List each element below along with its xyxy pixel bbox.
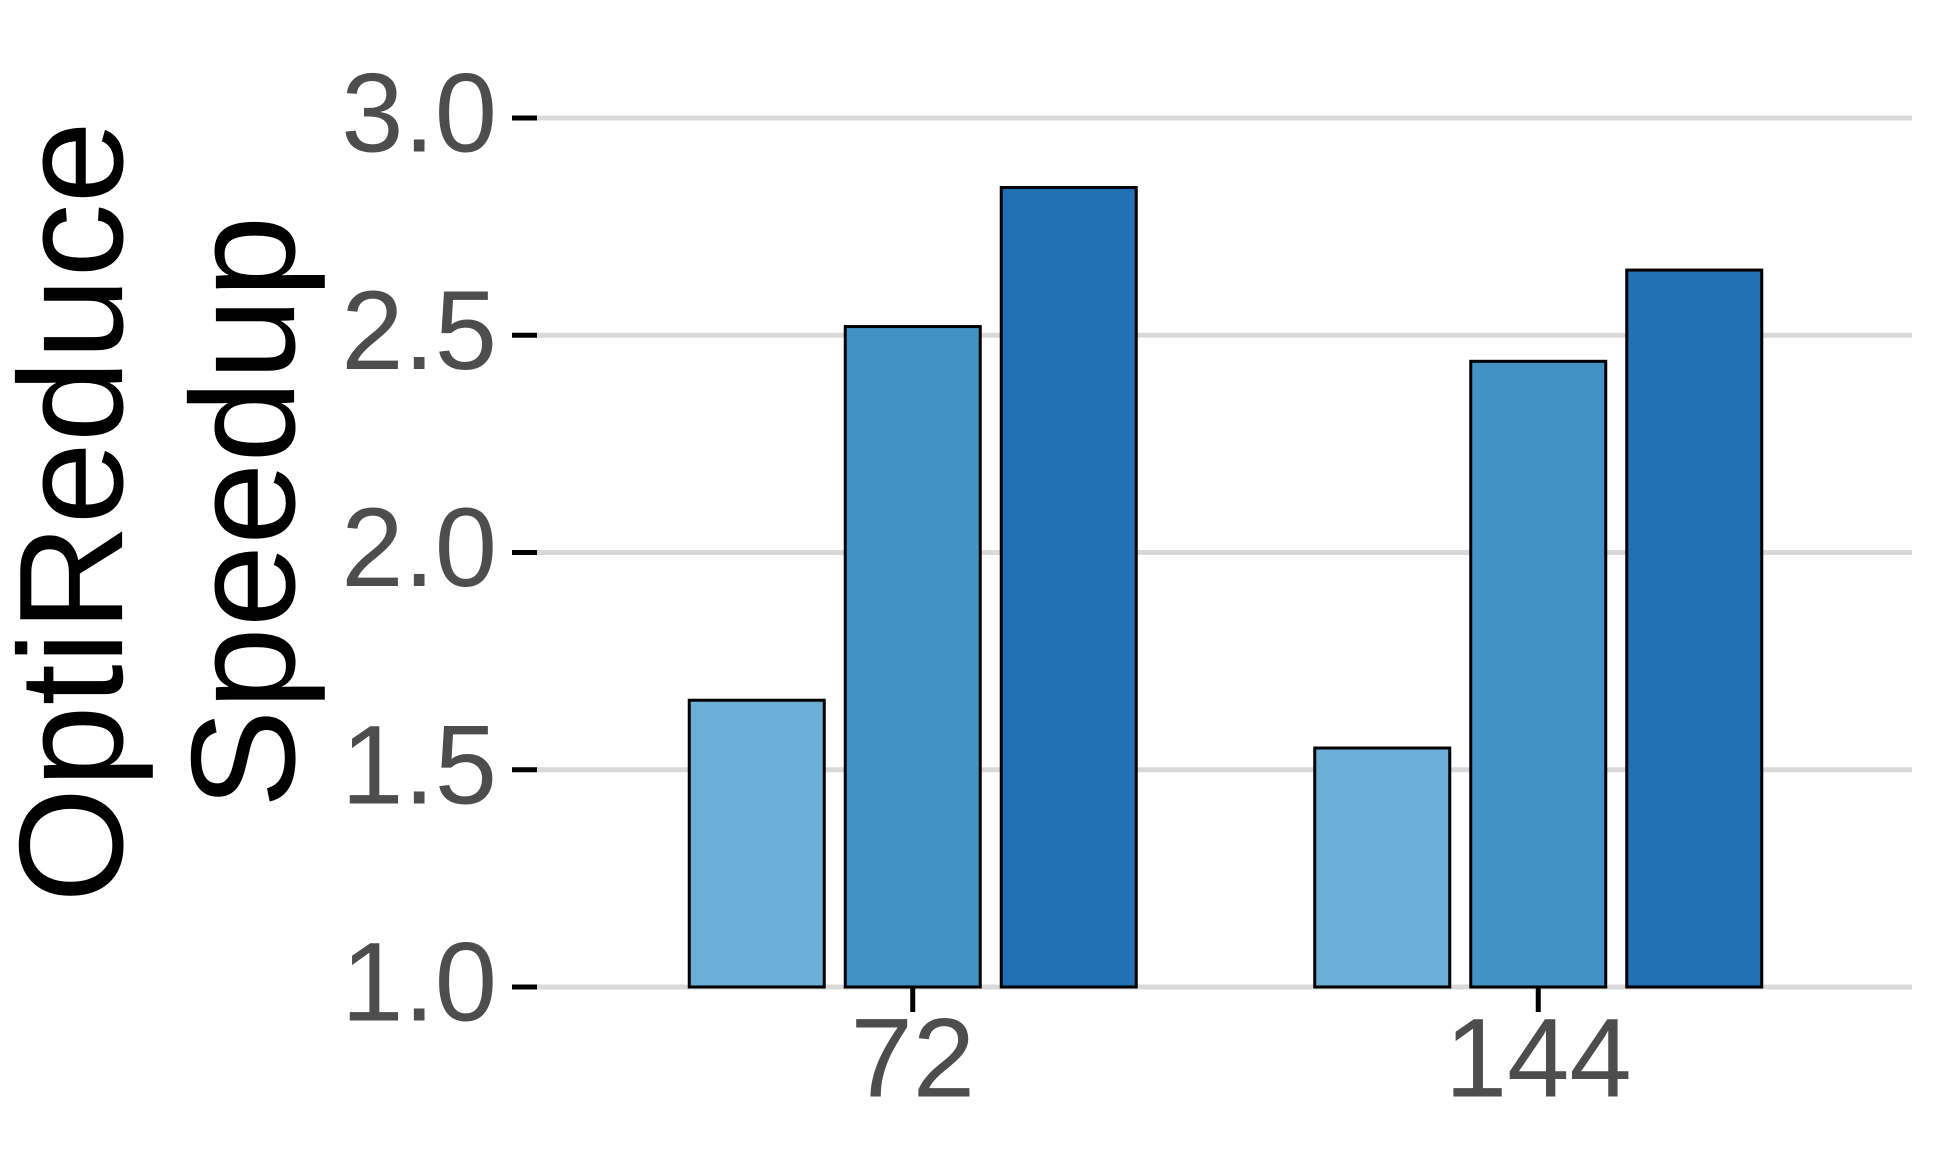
y-axis-label: OptiReduce — [0, 121, 154, 903]
y-tick-label: 2.5 — [341, 268, 497, 393]
y-tick-label: 1.0 — [341, 920, 497, 1045]
y-axis-label: Speedup — [161, 216, 326, 809]
x-tick-label: 72 — [850, 996, 975, 1121]
bar — [999, 186, 1138, 989]
bar — [1469, 359, 1608, 989]
x-tick-label: 144 — [1445, 996, 1632, 1121]
y-tick-label: 2.0 — [341, 485, 497, 610]
bar — [843, 325, 982, 989]
bar — [687, 698, 826, 989]
y-tick-label: 3.0 — [341, 51, 497, 176]
bar — [1625, 268, 1764, 989]
y-tick-label: 1.5 — [341, 702, 497, 827]
bar — [1313, 746, 1452, 989]
